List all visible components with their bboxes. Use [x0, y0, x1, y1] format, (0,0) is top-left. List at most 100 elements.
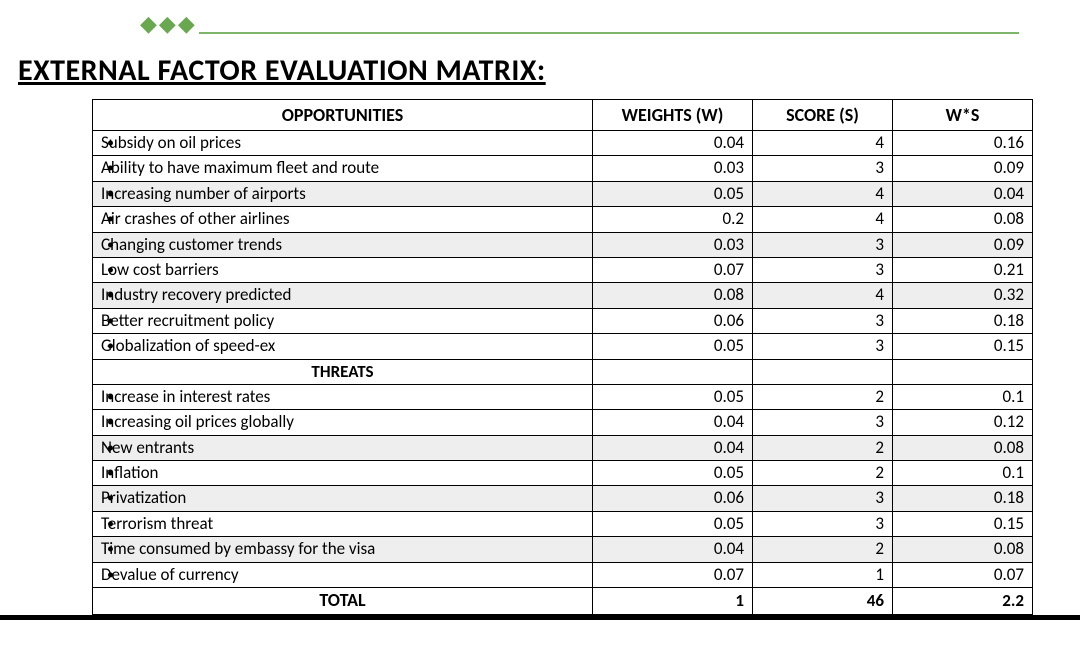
table-row: •Air crashes of other airlines0.240.08: [93, 207, 1033, 232]
bullet-icon: •: [107, 186, 114, 203]
decorative-line: [199, 32, 1019, 34]
bullet-icon: •: [107, 414, 114, 431]
bottom-border: [0, 615, 1080, 620]
factor-label: •New entrants: [93, 435, 593, 460]
col-header-ws: W*S: [893, 100, 1033, 131]
col-header-score: SCORE (S): [753, 100, 893, 131]
score-cell: 3: [753, 156, 893, 181]
factor-text: Changing customer trends: [101, 234, 282, 255]
diamond-dots-icon: ◆◆◆: [140, 10, 197, 37]
weight-cell: 0.2: [593, 207, 753, 232]
ws-cell: 0.18: [893, 308, 1033, 333]
bullet-icon: •: [107, 211, 114, 228]
factor-label: •Ability to have maximum fleet and route: [93, 156, 593, 181]
bullet-icon: •: [107, 313, 114, 330]
table-row: •Globalization of speed-ex0.0530.15: [93, 334, 1033, 359]
table-row: •Industry recovery predicted0.0840.32: [93, 283, 1033, 308]
ws-cell: 0.08: [893, 435, 1033, 460]
table-row: •Low cost barriers 0.0730.21: [93, 257, 1033, 282]
score-cell: 3: [753, 511, 893, 536]
weight-cell: 0.06: [593, 486, 753, 511]
bullet-icon: •: [107, 262, 114, 279]
table-row: •Inflation0.0520.1: [93, 461, 1033, 486]
bullet-icon: •: [107, 237, 114, 254]
page-title: EXTERNAL FACTOR EVALUATION MATRIX:: [18, 52, 1062, 89]
table-row: •Changing customer trends0.0330.09: [93, 232, 1033, 257]
bullet-icon: •: [107, 516, 114, 533]
score-cell: 4: [753, 131, 893, 156]
score-cell: 4: [753, 181, 893, 206]
weight-cell: 0.05: [593, 384, 753, 409]
col-header-weights: WEIGHTS (W): [593, 100, 753, 131]
weight-cell: 0.04: [593, 537, 753, 562]
factor-label: •Time consumed by embassy for the visa: [93, 537, 593, 562]
factor-text: Devalue of currency: [101, 564, 239, 585]
bullet-icon: •: [107, 465, 114, 482]
bullet-icon: •: [107, 541, 114, 558]
ws-cell: 0.32: [893, 283, 1033, 308]
bullet-icon: •: [107, 338, 114, 355]
bullet-icon: •: [107, 287, 114, 304]
weight-cell: 0.06: [593, 308, 753, 333]
bullet-icon: •: [107, 389, 114, 406]
efe-matrix: OPPORTUNITIES WEIGHTS (W) SCORE (S) W*S …: [92, 99, 1032, 615]
factor-text: Terrorism threat: [101, 513, 213, 534]
col-header-opportunities: OPPORTUNITIES: [93, 100, 593, 131]
table-row: •Increase in interest rates0.0520.1: [93, 384, 1033, 409]
factor-label: •Better recruitment policy: [93, 308, 593, 333]
weight-cell: 0.03: [593, 156, 753, 181]
empty-cell: [753, 359, 893, 384]
score-cell: 2: [753, 461, 893, 486]
total-ws: 2.2: [893, 588, 1033, 615]
decorative-rule: ◆◆◆: [140, 8, 1062, 34]
ws-cell: 0.07: [893, 562, 1033, 587]
efe-table: OPPORTUNITIES WEIGHTS (W) SCORE (S) W*S …: [92, 99, 1033, 615]
factor-text: Better recruitment policy: [101, 310, 274, 331]
table-row: •Subsidy on oil prices0.0440.16: [93, 131, 1033, 156]
factor-text: Industry recovery predicted: [101, 284, 291, 305]
empty-cell: [893, 359, 1033, 384]
weight-cell: 0.04: [593, 131, 753, 156]
factor-text: Low cost barriers: [101, 259, 219, 280]
factor-text: Subsidy on oil prices: [101, 132, 241, 153]
table-row: •Terrorism threat0.0530.15: [93, 511, 1033, 536]
factor-text: Time consumed by embassy for the visa: [101, 538, 375, 559]
factor-label: •Subsidy on oil prices: [93, 131, 593, 156]
score-cell: 2: [753, 435, 893, 460]
ws-cell: 0.08: [893, 537, 1033, 562]
ws-cell: 0.12: [893, 410, 1033, 435]
weight-cell: 0.05: [593, 511, 753, 536]
factor-text: Air crashes of other airlines: [101, 208, 290, 229]
factor-text: Increasing number of airports: [101, 183, 306, 204]
score-cell: 3: [753, 334, 893, 359]
score-cell: 3: [753, 486, 893, 511]
factor-label: •Increasing oil prices globally: [93, 410, 593, 435]
factor-text: Ability to have maximum fleet and route: [101, 157, 379, 178]
weight-cell: 0.07: [593, 257, 753, 282]
bullet-icon: •: [107, 490, 114, 507]
ws-cell: 0.09: [893, 156, 1033, 181]
empty-cell: [593, 359, 753, 384]
table-header-row: OPPORTUNITIES WEIGHTS (W) SCORE (S) W*S: [93, 100, 1033, 131]
factor-text: Increasing oil prices globally: [101, 411, 294, 432]
weight-cell: 0.07: [593, 562, 753, 587]
total-score: 46: [753, 588, 893, 615]
score-cell: 2: [753, 384, 893, 409]
score-cell: 2: [753, 537, 893, 562]
weight-cell: 0.03: [593, 232, 753, 257]
bullet-icon: •: [107, 160, 114, 177]
total-row: TOTAL1462.2: [93, 588, 1033, 615]
threats-heading: THREATS: [93, 359, 593, 384]
table-row: •Better recruitment policy0.0630.18: [93, 308, 1033, 333]
ws-cell: 0.1: [893, 461, 1033, 486]
factor-text: Increase in interest rates: [101, 386, 270, 407]
score-cell: 1: [753, 562, 893, 587]
table-row: •Ability to have maximum fleet and route…: [93, 156, 1033, 181]
ws-cell: 0.09: [893, 232, 1033, 257]
bullet-icon: •: [107, 567, 114, 584]
ws-cell: 0.21: [893, 257, 1033, 282]
table-row: •Increasing oil prices globally0.0430.12: [93, 410, 1033, 435]
weight-cell: 0.04: [593, 410, 753, 435]
score-cell: 3: [753, 257, 893, 282]
score-cell: 4: [753, 283, 893, 308]
